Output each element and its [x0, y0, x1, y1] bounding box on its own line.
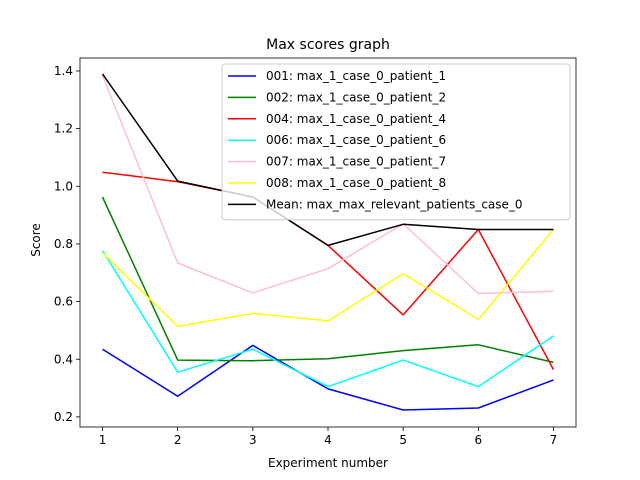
series-line-5 — [101, 75, 554, 295]
legend-entry: 007: max_1_case_0_patient_7 — [266, 155, 446, 169]
series-line-1 — [102, 344, 554, 411]
legend-box — [221, 63, 571, 221]
series-line-6 — [101, 229, 555, 328]
axes: 1 2 3 4 5 6 7 0.2 0.4 0.6 0.8 1.0 1.2 1.4 — [54, 57, 577, 447]
y-axis-label: Score — [29, 223, 43, 257]
y-tick-label: 1.2 — [54, 122, 73, 136]
series-line-7 — [101, 73, 554, 247]
x-tick-label: 4 — [324, 433, 332, 447]
y-tick-label: 0.2 — [54, 410, 73, 424]
legend-entry: 006: max_1_case_0_patient_6 — [266, 133, 446, 147]
legend: 001: max_1_case_0_patient_1 002: max_1_ca… — [221, 63, 571, 221]
x-tick-label: 5 — [399, 433, 407, 447]
x-tick-label: 7 — [550, 433, 558, 447]
legend-entry: Mean: max_max_relevant_patients_case_0 — [266, 197, 523, 211]
y-tick-label: 1.0 — [54, 179, 73, 193]
x-tick-label: 2 — [174, 433, 182, 447]
x-axis-label: Experiment number — [268, 456, 388, 470]
chart-title: Max scores graph — [266, 37, 390, 53]
series-line-4 — [101, 250, 554, 388]
y-tick-label: 1.4 — [54, 64, 73, 78]
plot-lines — [101, 73, 555, 411]
x-tick-label: 1 — [99, 433, 107, 447]
legend-entry: 008: max_1_case_0_patient_8 — [266, 176, 446, 190]
y-tick-label: 0.4 — [54, 352, 73, 366]
legend-entry: 001: max_1_case_0_patient_1 — [266, 69, 446, 83]
y-tick-label: 0.6 — [54, 295, 73, 309]
series-line-2 — [101, 196, 554, 364]
x-tick-label: 3 — [249, 433, 257, 447]
legend-entry: 002: max_1_case_0_patient_2 — [266, 90, 446, 104]
legend-entry: 004: max_1_case_0_patient_4 — [266, 112, 446, 126]
y-tick-label: 0.8 — [54, 237, 73, 251]
x-tick-label: 6 — [474, 433, 482, 447]
